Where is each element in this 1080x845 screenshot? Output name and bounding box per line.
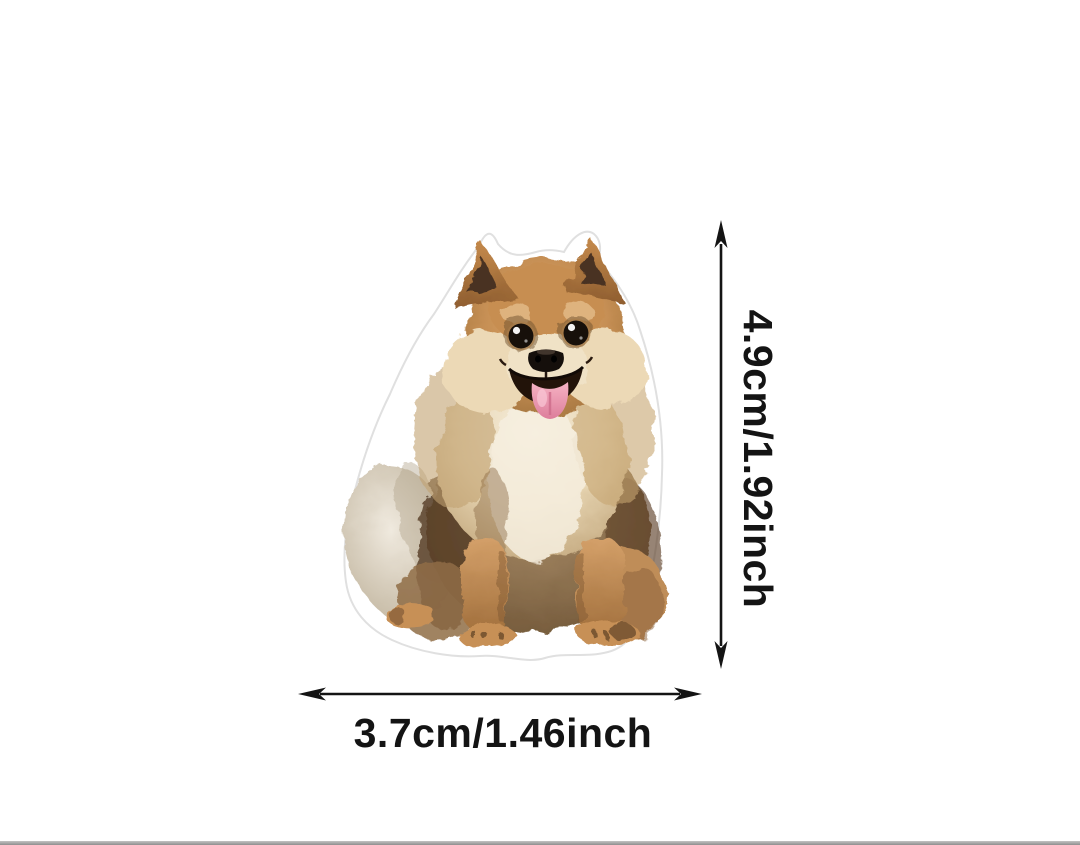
height-dimension-arrow	[714, 220, 728, 669]
arrowhead-down-icon	[714, 641, 728, 669]
right-eye	[563, 320, 589, 346]
bottom-edge-bar	[0, 841, 1080, 845]
arrowhead-up-icon	[714, 220, 728, 248]
height-dimension-label: 4.9cm/1.92inch	[735, 309, 781, 609]
width-dimension-arrow	[298, 687, 702, 701]
arrowhead-left-icon	[298, 687, 326, 701]
left-eye	[508, 323, 534, 349]
dog-face	[498, 318, 594, 419]
pomeranian-sticker-image	[343, 230, 666, 661]
nose	[528, 349, 564, 372]
width-dimension-label: 3.7cm/1.46inch	[353, 710, 653, 756]
arrowhead-right-icon	[674, 687, 702, 701]
dog-fur-body	[344, 238, 666, 648]
